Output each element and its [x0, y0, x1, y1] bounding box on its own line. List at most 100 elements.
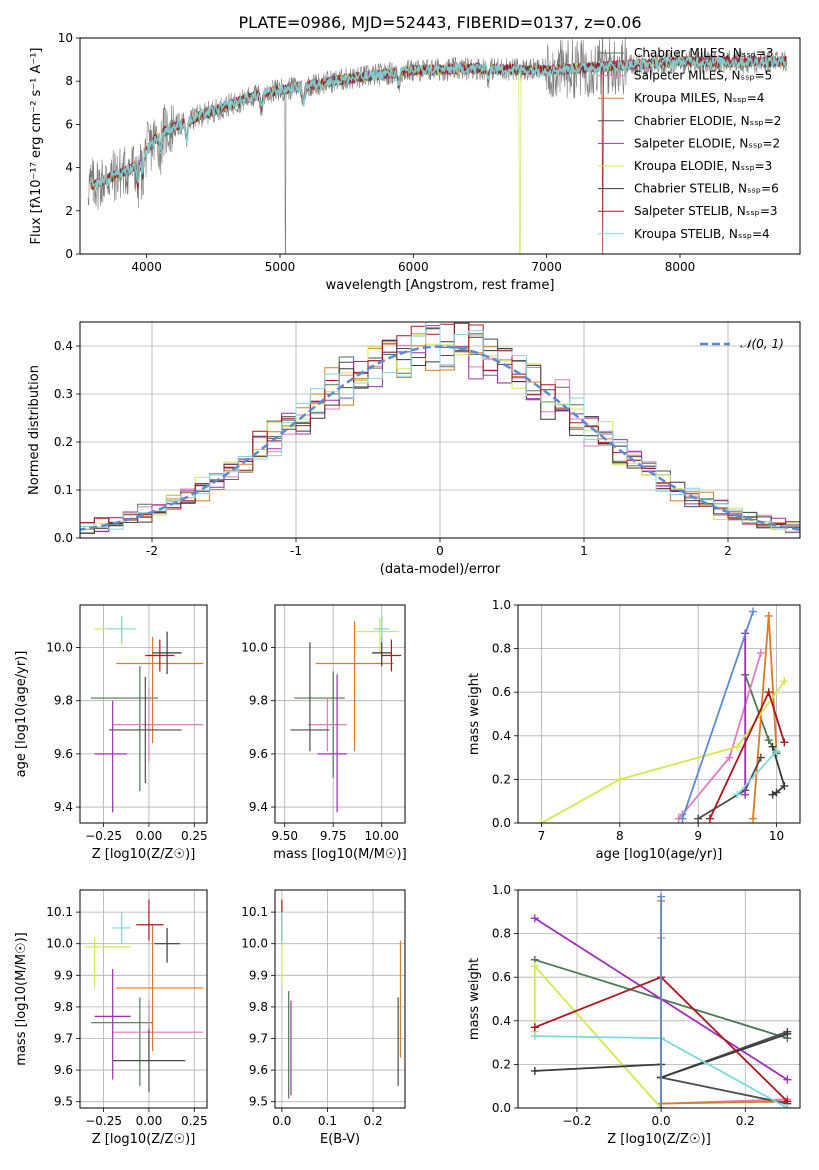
x-axis-label: mass [log10(M/M☉)] — [273, 847, 406, 862]
errorbar-point — [85, 937, 131, 988]
x-tick-label: 0.00 — [136, 829, 163, 843]
legend-entry: Salpeter MILES, Nₛₛₚ=5 — [634, 69, 772, 83]
y-tick-label: 9.4 — [54, 800, 73, 814]
errorbar-point — [94, 968, 131, 1080]
mass-weight-marker — [733, 790, 742, 799]
mass-weight-marker — [678, 814, 687, 823]
x-tick-label: 0.25 — [181, 1114, 208, 1128]
y-tick-label: 0.1 — [54, 483, 73, 497]
y-tick-label: 9.8 — [54, 694, 73, 708]
axes-age-vs-Z: −0.25 0.00 0.25 9.4 9.6 9.8 10.0 Z [log10(Z/Z☉)… — [14, 605, 208, 862]
errorbar-point — [152, 631, 182, 675]
frame-residuals — [79, 321, 801, 539]
mass-weight-marker — [772, 747, 781, 756]
errorbar-point — [356, 618, 400, 653]
spectrum-legend: Chabrier MILES, Nₛₛₚ=3 Salpeter MILES, Nₛ… — [598, 46, 781, 241]
y-tick-label: 1.0 — [492, 883, 511, 897]
y-axis-label: age [log10(age/yr)] — [14, 651, 29, 778]
frame-mass-vs-ebv — [274, 889, 406, 1109]
legend-entry: Chabrier ELODIE, Nₛₛₚ=2 — [634, 114, 781, 128]
errorbar-point — [112, 1000, 204, 1064]
x-tick-label: 0.2 — [364, 1114, 383, 1128]
x-tick-label: 10 — [769, 829, 784, 843]
frame-spectrum — [79, 37, 801, 255]
x-tick-label: 0.0 — [272, 1114, 291, 1128]
mass-weight-marker — [772, 788, 781, 797]
legend-entry: Salpeter ELODIE, Nₛₛₚ=2 — [634, 136, 780, 150]
residual-histogram — [80, 322, 800, 530]
errorbar-point — [145, 639, 175, 672]
mass-weight-marker — [657, 1104, 666, 1108]
y-tick-label: 2 — [65, 204, 73, 218]
mass-weight-line — [681, 611, 754, 819]
mass-weight-marker — [780, 677, 789, 686]
mass-weight-marker — [756, 648, 765, 657]
x-axis-label: Z [log10(Z/Z☉)] — [92, 1132, 196, 1147]
mass-weight-marker — [530, 962, 539, 971]
x-axis-label: (data-model)/error — [380, 562, 501, 577]
y-tick-label: 0.6 — [492, 685, 511, 699]
y-axis-label: mass weight — [467, 673, 482, 755]
mass-weight-marker — [749, 814, 757, 823]
x-tick-label: 0.25 — [181, 829, 208, 843]
mass-weight-line — [541, 680, 786, 823]
x-tick-label: 2 — [724, 544, 732, 558]
model-spectrum-line — [90, 54, 788, 189]
frame-age-vs-mass — [274, 604, 406, 824]
y-tick-label: 10 — [58, 31, 73, 45]
y-tick-label: 6 — [65, 117, 73, 131]
y-tick-label: 9.8 — [249, 1000, 268, 1014]
y-tick-label: 10.0 — [46, 937, 73, 951]
x-tick-label: 8 — [616, 829, 624, 843]
mass-weight-marker — [725, 753, 734, 762]
errorbar-point — [112, 1029, 186, 1093]
y-tick-label: 0.4 — [54, 339, 73, 353]
mass-weight-line — [736, 750, 778, 796]
axes-weight-vs-Z: −0.2 0.0 0.2 0.0 0.2 0.4 0.6 0.8 1.0 Z [log10(Z/Z… — [467, 883, 800, 1147]
y-tick-label: 10.0 — [241, 641, 268, 655]
y-tick-label: 0.0 — [54, 531, 73, 545]
y-tick-label: 0 — [65, 247, 73, 261]
mass-weight-marker — [530, 1023, 539, 1032]
y-tick-label: 8 — [65, 74, 73, 88]
legend-entry: Kroupa STELIB, Nₛₛₚ=4 — [634, 227, 770, 241]
x-tick-label: 0.0 — [652, 1114, 671, 1128]
mass-weight-marker — [780, 738, 789, 747]
mass-weight-line — [697, 757, 762, 820]
y-tick-label: 0.2 — [492, 772, 511, 786]
errorbar-point — [90, 666, 159, 792]
frame-mass-vs-Z — [79, 889, 208, 1109]
y-tick-label: 0.0 — [492, 1101, 511, 1115]
x-tick-label: 0.2 — [736, 1114, 755, 1128]
x-tick-label: 5000 — [265, 260, 296, 274]
legend-entry: Kroupa ELODIE, Nₛₛₚ=3 — [634, 159, 772, 173]
errorbar-point — [94, 615, 131, 645]
y-tick-label: 9.6 — [54, 747, 73, 761]
x-tick-label: 9.75 — [320, 829, 347, 843]
errorbar-point — [90, 997, 153, 1086]
y-tick-label: 9.6 — [249, 747, 268, 761]
x-axis-label: wavelength [Angstrom, rest frame] — [326, 278, 555, 293]
x-tick-label: 7000 — [531, 260, 562, 274]
frame-weight-vs-age — [517, 604, 801, 824]
y-tick-label: 4 — [65, 161, 73, 175]
mass-weight-marker — [764, 736, 773, 745]
model-spectrum-line — [90, 55, 788, 190]
mass-weight-marker — [615, 775, 624, 784]
x-tick-label: 1 — [580, 544, 588, 558]
y-tick-label: 0.8 — [492, 927, 511, 941]
axes-mass-vs-ebv: 0.0 0.1 0.2 9.5 9.6 9.7 9.8 9.9 10.0 10.1 E(B-V) — [241, 890, 405, 1147]
mass-weight-marker — [756, 753, 765, 762]
x-tick-label: 10.00 — [365, 829, 399, 843]
mass-weight-marker — [783, 1104, 792, 1108]
y-tick-label: 10.0 — [241, 937, 268, 951]
y-tick-label: 9.5 — [249, 1095, 268, 1109]
y-axis-label: mass weight — [467, 958, 482, 1040]
errorbar-point — [315, 620, 394, 752]
x-tick-label: 9.50 — [271, 829, 298, 843]
legend-entry: Chabrier STELIB, Nₛₛₚ=6 — [634, 182, 779, 196]
legend-entry: Chabrier MILES, Nₛₛₚ=3 — [634, 46, 774, 60]
errorbar-point — [116, 924, 204, 1052]
y-axis-label: Normed distribution — [27, 365, 42, 495]
